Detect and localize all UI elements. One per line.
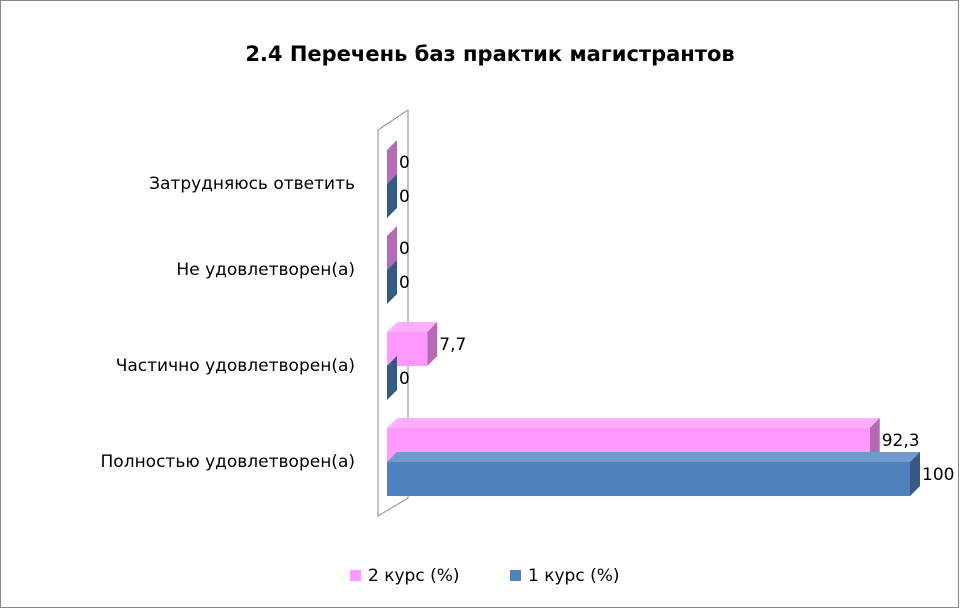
bar-top xyxy=(387,452,920,462)
bar-top xyxy=(387,418,880,428)
legend-swatch xyxy=(350,570,361,581)
back-wall xyxy=(377,109,409,517)
chart-title: 2.4 Перечень баз практик магистрантов xyxy=(245,42,734,66)
data-label: 0 xyxy=(399,273,410,293)
data-label: 92,3 xyxy=(882,431,920,451)
bar-side xyxy=(869,418,880,462)
legend-label: 1 курс (%) xyxy=(528,566,620,586)
data-label: 0 xyxy=(399,369,410,389)
bar-side xyxy=(910,452,920,496)
bar-top xyxy=(387,322,438,332)
y-tick-label: Частично удовлетворен(а) xyxy=(116,356,355,376)
data-label: 0 xyxy=(399,239,410,259)
data-label: 0 xyxy=(399,187,410,207)
bar-side xyxy=(387,226,397,270)
bar-side xyxy=(387,356,397,400)
bar-side xyxy=(387,260,397,304)
legend-label: 2 курс (%) xyxy=(368,566,460,586)
legend-swatch xyxy=(510,570,521,581)
y-tick-label: Затрудняюсь ответить xyxy=(149,174,355,194)
data-label: 0 xyxy=(399,153,410,173)
data-label: 7,7 xyxy=(439,335,466,355)
bar-side xyxy=(387,140,397,184)
y-tick-label: Полностью удовлетворен(а) xyxy=(101,452,355,472)
y-tick-label: Не удовлетворен(а) xyxy=(176,260,355,280)
bar-side xyxy=(387,174,397,218)
bar-side xyxy=(427,322,438,366)
data-label: 100 xyxy=(922,465,954,485)
bar xyxy=(387,462,910,496)
